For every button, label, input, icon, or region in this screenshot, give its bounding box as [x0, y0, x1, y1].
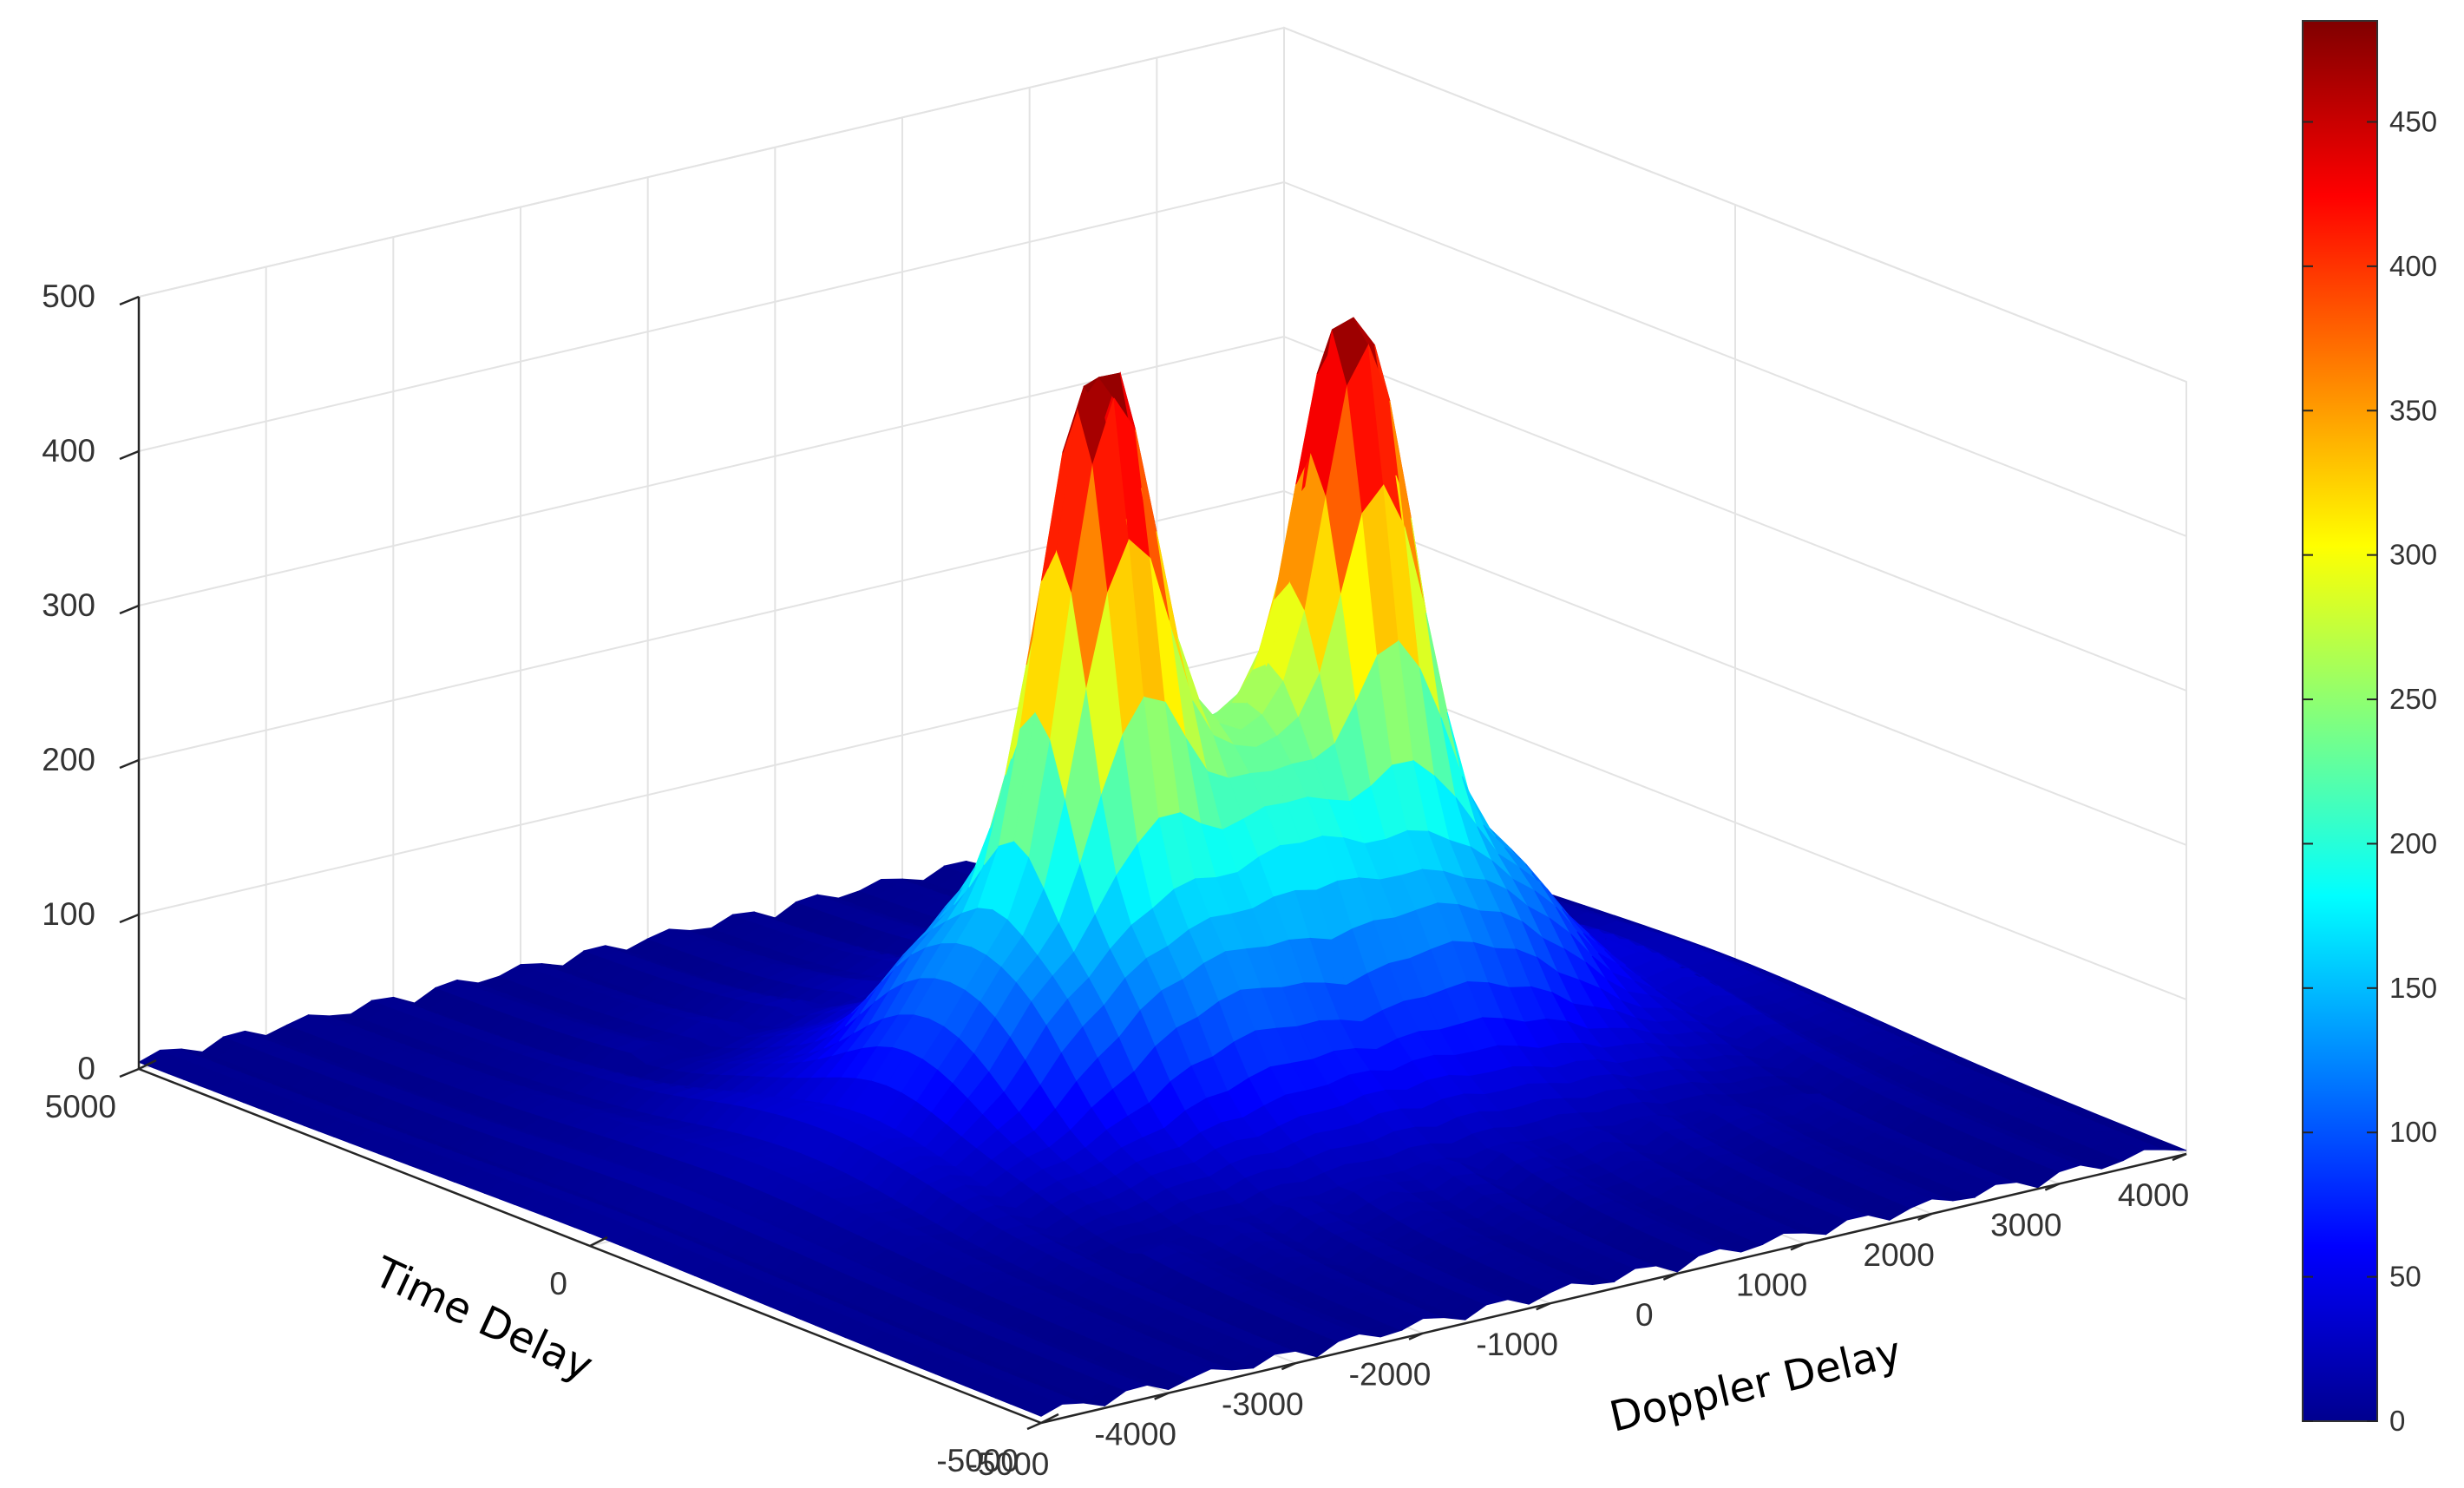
y-tick-label: -5000 — [936, 1443, 1019, 1478]
z-tick-label: 0 — [77, 1051, 95, 1086]
y-tick-mark — [589, 1236, 608, 1248]
x-tick-label: -5000 — [967, 1446, 1050, 1482]
y-tick-label: 5000 — [45, 1089, 116, 1124]
z-tick-mark — [119, 449, 140, 461]
y-tick-label: 0 — [549, 1266, 567, 1301]
x-tick-mark — [1026, 1421, 1042, 1431]
z-tick-label: 100 — [42, 896, 95, 932]
colorbar-tick-label: 450 — [2389, 105, 2437, 137]
x-tick-label: 3000 — [1990, 1207, 2061, 1242]
colorbar-tick-label: 200 — [2389, 827, 2437, 859]
x-tick-label: 4000 — [2118, 1177, 2189, 1213]
x-tick-mark — [1917, 1212, 1933, 1222]
colorbar-ticks: 0 50 100 150 200 250 300 350 400 450 — [2303, 105, 2437, 1437]
surface-patch — [2150, 1143, 2187, 1151]
z-tick-mark — [119, 913, 140, 924]
z-tick-mark — [119, 604, 140, 615]
x-tick-mark — [1408, 1332, 1424, 1341]
colorbar-tick-label: 50 — [2389, 1261, 2421, 1293]
z-tick-label: 400 — [42, 433, 95, 469]
axis-ticks: -5000-4000-3000-2000-1000010002000300040… — [42, 279, 2189, 1482]
colorbar-gradient — [2302, 20, 2378, 1422]
x-tick-mark — [1790, 1242, 1805, 1251]
z-tick-label: 500 — [42, 279, 95, 314]
grid-line — [138, 181, 1285, 452]
x-axis-label: Doppler Delay — [1605, 1327, 1906, 1442]
z-tick-mark — [119, 1067, 140, 1078]
colorbar-tick-label: 100 — [2389, 1116, 2437, 1148]
surface-mesh — [137, 317, 2187, 1417]
x-tick-mark — [1662, 1272, 1678, 1281]
colorbar-tick-label: 0 — [2389, 1405, 2405, 1437]
x-tick-mark — [1281, 1361, 1296, 1371]
colorbar-tick-label: 400 — [2389, 250, 2437, 282]
x-tick-mark — [2044, 1183, 2060, 1191]
x-tick-mark — [1536, 1302, 1551, 1311]
colorbar-tick-label: 150 — [2389, 972, 2437, 1004]
x-tick-label: -1000 — [1476, 1327, 1558, 1362]
colorbar-tick-label: 350 — [2389, 394, 2437, 426]
x-tick-mark — [1154, 1392, 1170, 1400]
grid-line — [138, 27, 1285, 298]
z-tick-label: 200 — [42, 742, 95, 777]
x-tick-label: 0 — [1635, 1297, 1654, 1333]
y-tick-mark — [138, 1059, 157, 1071]
colorbar-tick-label: 250 — [2389, 683, 2437, 715]
z-tick-mark — [119, 295, 140, 306]
x-tick-mark — [2172, 1152, 2187, 1162]
colorbar: 0 50 100 150 200 250 300 350 400 450 — [2302, 20, 2437, 1437]
colorbar-tick-label: 300 — [2389, 539, 2437, 571]
x-tick-label: 1000 — [1736, 1267, 1807, 1302]
z-tick-label: 300 — [42, 587, 95, 623]
y-tick-mark — [1040, 1413, 1059, 1425]
z-tick-mark — [119, 758, 140, 770]
x-tick-label: -3000 — [1222, 1386, 1304, 1422]
x-tick-label: -2000 — [1349, 1357, 1432, 1393]
x-axis-line — [1040, 1152, 2187, 1425]
x-tick-label: -4000 — [1094, 1417, 1176, 1452]
x-tick-label: 2000 — [1864, 1237, 1935, 1273]
